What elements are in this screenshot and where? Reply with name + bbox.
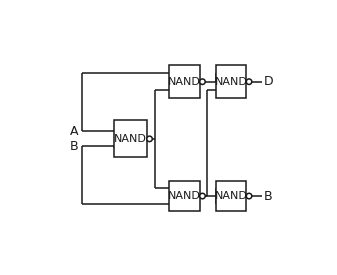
Text: A: A xyxy=(70,125,79,138)
Text: D: D xyxy=(264,75,273,88)
Circle shape xyxy=(246,79,252,84)
Text: B: B xyxy=(70,140,79,153)
Text: NAND: NAND xyxy=(168,191,201,201)
Circle shape xyxy=(147,136,152,142)
Circle shape xyxy=(200,193,205,199)
Circle shape xyxy=(200,79,205,84)
Circle shape xyxy=(246,193,252,199)
Text: B: B xyxy=(264,189,272,203)
Text: NAND: NAND xyxy=(168,77,201,87)
Text: NAND: NAND xyxy=(215,77,247,87)
Text: NAND: NAND xyxy=(215,191,247,201)
Bar xyxy=(169,65,200,98)
Bar xyxy=(216,65,246,98)
Bar xyxy=(114,120,147,157)
Bar xyxy=(216,181,246,211)
Bar xyxy=(169,181,200,211)
Text: NAND: NAND xyxy=(114,134,147,144)
